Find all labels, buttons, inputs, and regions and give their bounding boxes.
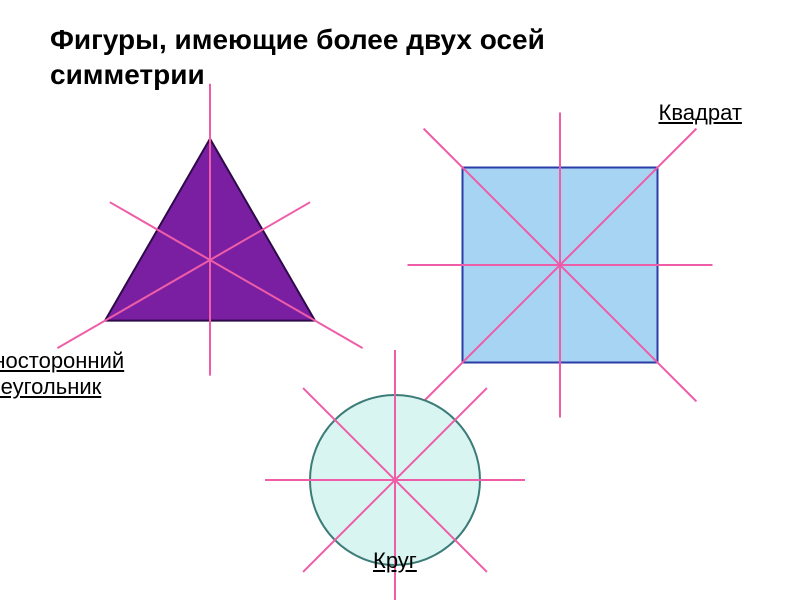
label-circle: Круг [373,548,417,574]
diagram-stage [0,0,800,600]
square-group [408,113,713,418]
triangle-group [57,84,362,376]
label-triangle: Равностороннийтреугольник [0,348,124,400]
label-square: Квадрат [659,100,742,126]
